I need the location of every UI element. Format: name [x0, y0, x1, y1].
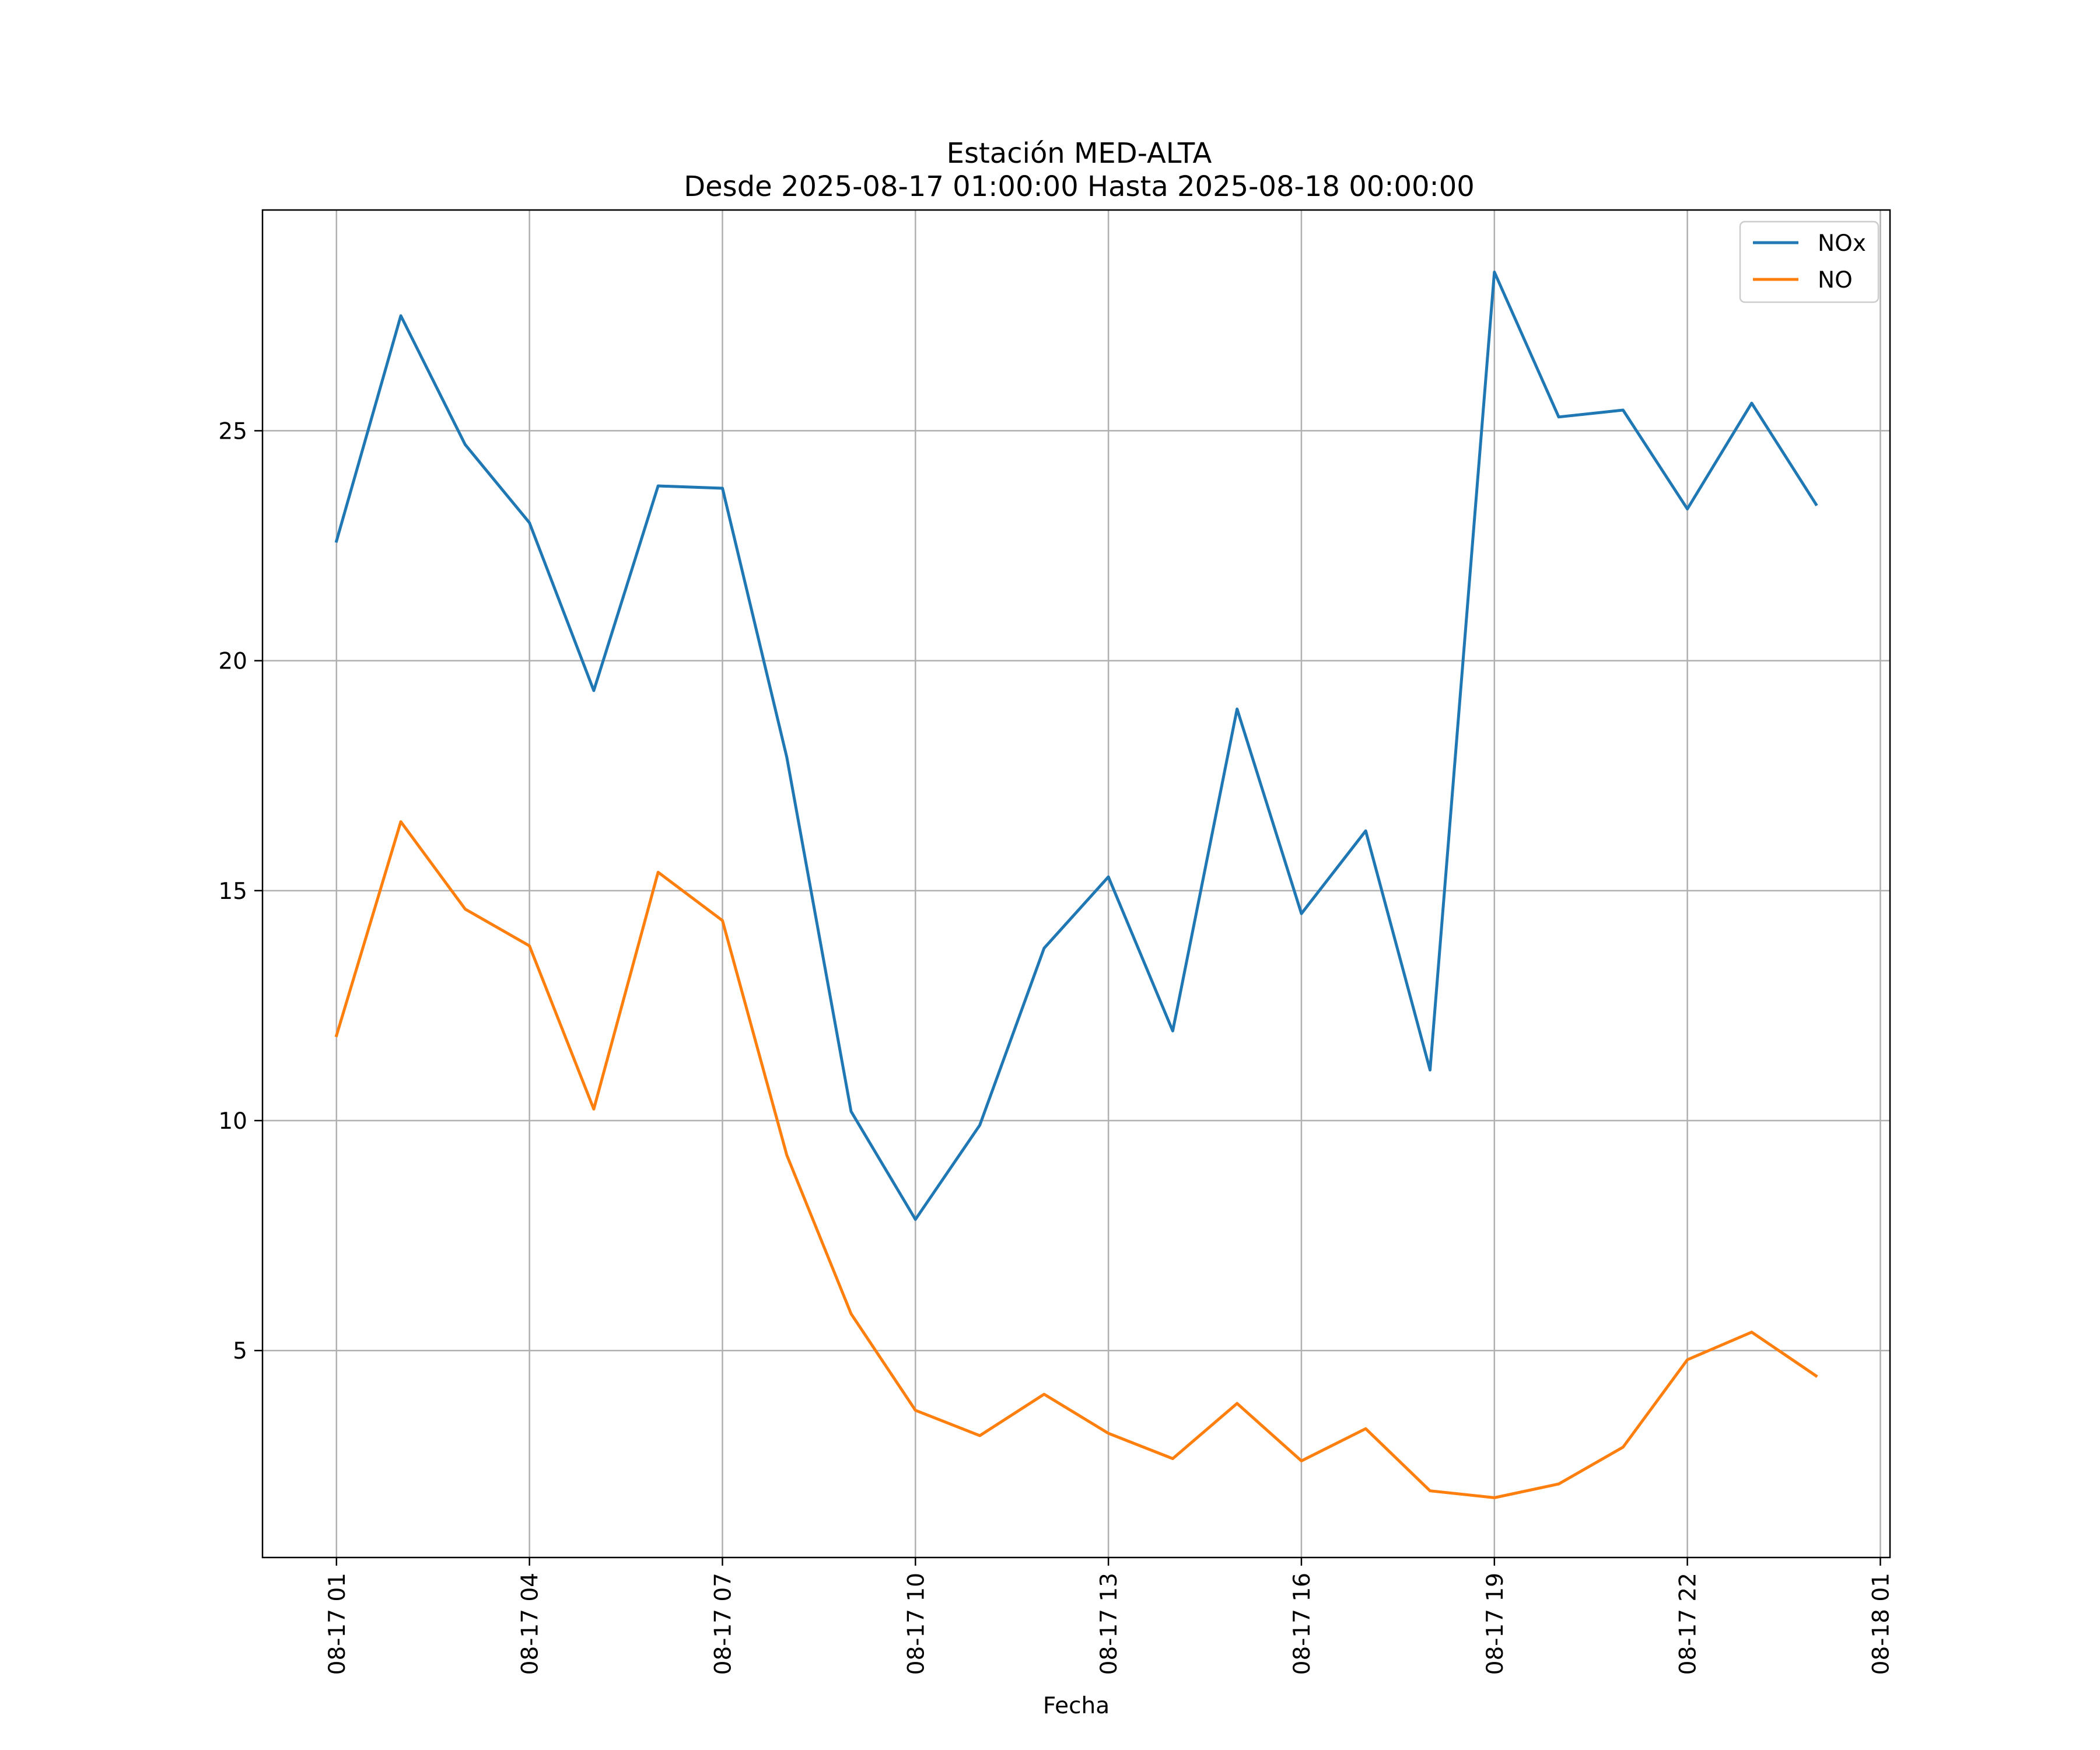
y-tick-label: 25 — [218, 418, 247, 444]
grid-lines — [262, 210, 1890, 1558]
y-tick-label: 10 — [218, 1108, 247, 1135]
x-axis-label: Fecha — [1043, 1693, 1110, 1719]
y-tick-label: 5 — [233, 1338, 247, 1364]
legend: NOx NO — [1739, 220, 1880, 303]
x-tick-label: 08-17 13 — [1096, 1573, 1122, 1675]
x-tick-label: 08-17 04 — [517, 1573, 544, 1675]
series-line-no — [334, 820, 1818, 1499]
x-tick-label: 08-17 07 — [710, 1573, 736, 1675]
axis-ticks: 08-17 01 08-17 04 08-17 07 08-17 10 08-17 13… — [218, 418, 1894, 1675]
plot-area-frame — [261, 209, 1891, 1559]
legend-label-no: NO — [1818, 267, 1853, 293]
legend-label-nox: NOx — [1818, 230, 1866, 257]
x-tick-label: 08-17 16 — [1289, 1573, 1315, 1675]
y-tick-label: 15 — [218, 878, 247, 905]
x-tick-label: 08-18 01 — [1868, 1573, 1894, 1675]
x-tick-label: 08-17 19 — [1482, 1573, 1508, 1675]
y-tick-label: 20 — [218, 649, 247, 675]
series-lines — [334, 270, 1818, 1499]
chart-title: Estación MED-ALTA — [947, 137, 1212, 170]
x-tick-label: 08-17 22 — [1675, 1573, 1702, 1675]
x-tick-label: 08-17 10 — [903, 1573, 929, 1675]
chart-subtitle: Desde 2025-08-17 01:00:00 Hasta 2025-08-… — [684, 170, 1475, 203]
x-tick-label: 08-17 01 — [324, 1573, 351, 1675]
series-line-nox — [334, 270, 1818, 1221]
